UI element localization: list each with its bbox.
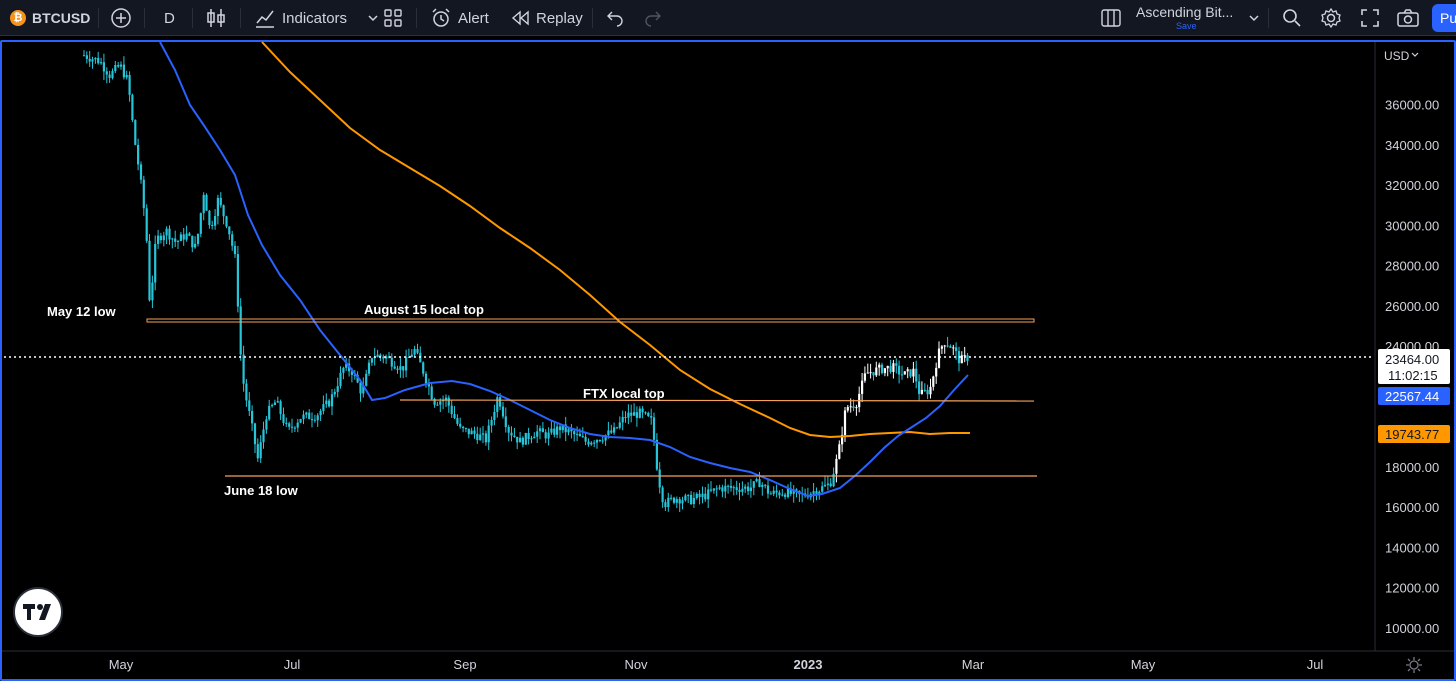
redo-icon	[645, 11, 661, 27]
redo-button[interactable]	[644, 0, 662, 36]
snapshot-button[interactable]	[1396, 0, 1420, 36]
alarm-icon	[432, 8, 450, 27]
symbol-label: BTCUSD	[32, 10, 91, 26]
undo-button[interactable]	[606, 0, 624, 36]
undo-icon	[607, 11, 623, 27]
publish-label: Pu	[1440, 10, 1456, 26]
camera-icon	[1397, 9, 1419, 27]
plus-circle-icon	[111, 8, 131, 28]
top-toolbar: ₿ BTCUSD D Indicators Alert Replay Ascen…	[0, 0, 1456, 36]
layout-columns-icon	[1101, 9, 1121, 27]
layout-save-link[interactable]: Save	[1176, 21, 1197, 31]
separator	[192, 8, 193, 28]
gear-icon	[1321, 7, 1341, 29]
layout-menu-button[interactable]	[1248, 0, 1260, 36]
tradingview-logo[interactable]	[13, 587, 63, 637]
grid-icon	[384, 9, 402, 27]
compare-button[interactable]	[110, 0, 132, 36]
alert-label: Alert	[458, 9, 489, 27]
separator	[592, 8, 593, 28]
separator	[240, 8, 241, 28]
bar-type-button[interactable]	[206, 0, 226, 36]
indicators-icon	[256, 10, 274, 28]
interval-button[interactable]: D	[164, 0, 175, 36]
rewind-icon	[511, 10, 529, 26]
alert-button[interactable]: Alert	[430, 0, 489, 36]
separator	[1268, 8, 1269, 28]
replay-label: Replay	[536, 9, 583, 27]
fullscreen-icon	[1361, 9, 1379, 27]
settings-button[interactable]	[1320, 0, 1342, 36]
separator	[416, 8, 417, 28]
symbol-search[interactable]: ₿ BTCUSD	[10, 0, 90, 36]
publish-button[interactable]: Pu	[1432, 4, 1456, 32]
fullscreen-button[interactable]	[1360, 0, 1380, 36]
separator	[98, 8, 99, 28]
candles-icon	[207, 9, 225, 27]
layout-button[interactable]	[1101, 0, 1121, 36]
chevron-down-icon	[1249, 15, 1259, 22]
indicators-button[interactable]: Indicators	[254, 0, 379, 36]
replay-button[interactable]: Replay	[510, 0, 583, 36]
templates-button[interactable]	[384, 0, 402, 36]
chevron-down-icon	[368, 15, 378, 22]
layout-name[interactable]: Ascending Bit...	[1136, 4, 1234, 20]
search-button[interactable]	[1282, 0, 1302, 36]
tradingview-logo-icon	[23, 604, 51, 620]
interval-label: D	[164, 9, 175, 27]
search-icon	[1283, 9, 1301, 27]
separator	[144, 8, 145, 28]
chart-pane[interactable]	[0, 40, 1456, 681]
indicators-label: Indicators	[282, 9, 348, 27]
bitcoin-icon: ₿	[10, 10, 26, 26]
